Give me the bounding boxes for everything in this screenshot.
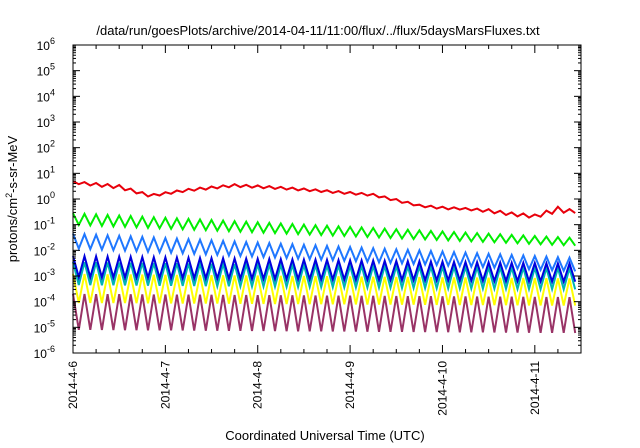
y-tick-label-base: 10 xyxy=(34,347,48,361)
y-tick-label-exp: -4 xyxy=(47,293,55,303)
x-tick-label: 2014-4-8 xyxy=(251,361,265,409)
y-tick-label: 104 xyxy=(37,87,55,104)
y-tick-label: 10-5 xyxy=(34,318,55,335)
y-tick-label-base: 10 xyxy=(37,116,51,130)
y-tick-label: 105 xyxy=(37,62,55,79)
y-tick-label-base: 10 xyxy=(34,244,48,258)
y-tick-label-base: 10 xyxy=(37,65,51,79)
y-tick-label: 103 xyxy=(37,113,55,130)
y-tick-label-exp: 6 xyxy=(50,36,55,46)
y-tick-label: 100 xyxy=(37,190,55,207)
y-tick-label: 10-3 xyxy=(34,267,55,284)
y-tick-label-exp: 3 xyxy=(50,113,55,123)
y-tick-label-exp: -5 xyxy=(47,318,55,328)
y-tick-label-base: 10 xyxy=(34,321,48,335)
y-tick-label: 10-6 xyxy=(34,344,55,361)
series-line-6 xyxy=(72,293,577,334)
y-tick-label: 10-2 xyxy=(34,241,55,258)
series-layer xyxy=(72,180,577,334)
y-tick-label-exp: 0 xyxy=(50,190,55,200)
y-tick-label-exp: -6 xyxy=(47,344,55,354)
y-tick-label: 10-4 xyxy=(34,293,55,310)
x-tick-label: 2014-4-6 xyxy=(66,361,80,409)
chart-title: /data/run/goesPlots/archive/2014-04-11/1… xyxy=(96,23,540,38)
y-axis-label: protons/cm2-s-sr-MeV xyxy=(4,135,20,262)
y-tick-label-exp: -2 xyxy=(47,241,55,251)
y-tick-label: 106 xyxy=(37,36,55,53)
y-tick-label-exp: -3 xyxy=(47,267,55,277)
series-line-3 xyxy=(72,252,577,285)
y-tick-label-base: 10 xyxy=(37,142,51,156)
x-tick-label: 2014-4-10 xyxy=(435,361,449,416)
y-axis-label-sup: 2 xyxy=(4,193,14,198)
y-tick-label: 102 xyxy=(37,139,55,156)
y-tick-label-exp: 2 xyxy=(50,139,55,149)
y-tick-label: 10-1 xyxy=(34,216,55,233)
y-tick-label-exp: -1 xyxy=(47,216,55,226)
plot-area-frame xyxy=(72,44,582,354)
y-tick-label-base: 10 xyxy=(37,90,51,104)
x-axis: 2014-4-6 2014-4-7 2014-4-8 2014-4-9 2014-4-1… xyxy=(66,45,559,416)
y-tick-label-base: 10 xyxy=(34,219,48,233)
y-tick-label-base: 10 xyxy=(37,193,51,207)
y-tick-label-exp: 1 xyxy=(50,164,55,174)
y-tick-label-base: 10 xyxy=(34,296,48,310)
y-axis-label-base: protons/cm xyxy=(5,198,20,262)
series-line-4 xyxy=(72,259,577,294)
y-axis-label-rest: -s-sr-MeV xyxy=(5,135,20,192)
y-tick-label: 101 xyxy=(37,164,55,181)
y-tick-label-base: 10 xyxy=(37,39,51,53)
y-tick-label-base: 10 xyxy=(37,167,51,181)
x-axis-label: Coordinated Universal Time (UTC) xyxy=(225,428,424,443)
y-tick-label-exp: 5 xyxy=(50,62,55,72)
y-tick-label-base: 10 xyxy=(34,270,48,284)
y-axis: 10-610-510-410-310-210-11001011021031041… xyxy=(34,36,581,361)
series-line-0 xyxy=(72,180,576,219)
series-line-2 xyxy=(72,231,577,274)
y-tick-label-exp: 4 xyxy=(50,87,55,97)
x-tick-label: 2014-4-7 xyxy=(158,361,172,409)
series-line-1 xyxy=(72,211,577,247)
x-tick-label: 2014-4-11 xyxy=(528,361,542,415)
series-line-5 xyxy=(72,273,577,306)
x-tick-label: 2014-4-9 xyxy=(343,361,357,409)
